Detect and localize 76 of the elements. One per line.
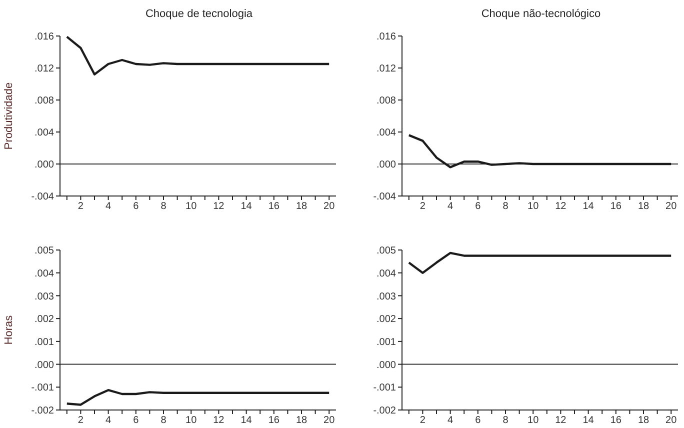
x-tick-label: 18 bbox=[296, 415, 308, 426]
y-tick-label: .000 bbox=[376, 160, 396, 171]
y-tick-label: -.001 bbox=[373, 382, 396, 394]
x-tick-label: 10 bbox=[186, 415, 198, 426]
x-tick-label: 4 bbox=[106, 201, 112, 212]
y-tick-label: .016 bbox=[34, 32, 54, 43]
y-tick-label: -.002 bbox=[373, 406, 396, 417]
x-tick-label: 6 bbox=[133, 201, 140, 212]
y-tick-label: .004 bbox=[34, 268, 54, 280]
y-tick-label: .002 bbox=[34, 314, 54, 326]
chart-title: Choque de tecnologia bbox=[144, 8, 254, 20]
x-tick-label: 12 bbox=[555, 201, 567, 212]
line-series bbox=[408, 134, 672, 168]
x-tick-label: 18 bbox=[638, 415, 650, 426]
y-tick-label: -.004 bbox=[31, 192, 54, 203]
line-series bbox=[408, 252, 672, 274]
y-tick-label: .005 bbox=[34, 246, 54, 257]
x-tick-label: 8 bbox=[502, 201, 509, 212]
x-tick-label: 2 bbox=[78, 201, 84, 212]
x-tick-label: 16 bbox=[268, 415, 280, 426]
x-tick-label: 10 bbox=[186, 201, 198, 212]
y-tick-label: -.002 bbox=[31, 406, 54, 417]
x-tick-label: 4 bbox=[448, 201, 454, 212]
y-tick-label: .016 bbox=[376, 32, 396, 43]
y-tick-label: .000 bbox=[34, 160, 54, 171]
line-series bbox=[66, 36, 330, 76]
x-tick-label: 20 bbox=[324, 415, 336, 426]
y-axis-title: Produtividade bbox=[2, 82, 15, 150]
x-tick-label: 20 bbox=[666, 415, 678, 426]
x-tick-label: 6 bbox=[133, 415, 140, 426]
x-tick-label: 2 bbox=[420, 415, 426, 426]
x-tick-label: 10 bbox=[528, 201, 540, 212]
x-tick-label: 6 bbox=[475, 201, 482, 212]
chart-title: Choque não-tecnológico bbox=[480, 8, 602, 20]
x-tick-label: 16 bbox=[610, 415, 622, 426]
y-tick-label: .001 bbox=[376, 336, 396, 348]
x-tick-label: 6 bbox=[475, 415, 482, 426]
x-tick-label: 16 bbox=[610, 201, 622, 212]
x-tick-label: 20 bbox=[666, 201, 678, 212]
y-tick-label: .003 bbox=[376, 291, 396, 302]
x-tick-label: 18 bbox=[638, 201, 650, 212]
y-axis-title: Horas bbox=[2, 314, 15, 345]
y-tick-label: .000 bbox=[34, 360, 54, 371]
x-tick-label: 12 bbox=[555, 415, 567, 426]
x-tick-label: 8 bbox=[160, 415, 167, 426]
x-tick-label: 14 bbox=[240, 415, 252, 426]
x-tick-label: 14 bbox=[582, 415, 594, 426]
y-tick-label: .000 bbox=[376, 360, 396, 371]
y-tick-label: .012 bbox=[376, 64, 396, 75]
x-tick-label: 16 bbox=[268, 201, 280, 212]
y-tick-label: .002 bbox=[376, 314, 396, 326]
x-tick-label: 8 bbox=[502, 415, 509, 426]
y-tick-label: -.004 bbox=[373, 192, 396, 203]
x-tick-label: 18 bbox=[296, 201, 308, 212]
x-tick-label: 2 bbox=[420, 201, 426, 212]
y-tick-label: .008 bbox=[34, 96, 54, 107]
y-tick-label: .004 bbox=[34, 128, 54, 139]
x-tick-label: 10 bbox=[528, 415, 540, 426]
y-tick-label: .004 bbox=[376, 268, 396, 280]
x-tick-label: 12 bbox=[213, 415, 225, 426]
x-tick-label: 4 bbox=[106, 415, 112, 426]
x-tick-label: 20 bbox=[324, 201, 336, 212]
y-tick-label: .001 bbox=[34, 336, 54, 348]
x-tick-label: 12 bbox=[213, 201, 225, 212]
x-tick-label: 14 bbox=[240, 201, 252, 212]
y-tick-label: .005 bbox=[376, 246, 396, 257]
y-tick-label: -.001 bbox=[31, 382, 54, 394]
x-tick-label: 4 bbox=[448, 415, 454, 426]
x-tick-label: 14 bbox=[582, 201, 594, 212]
x-tick-label: 2 bbox=[78, 415, 84, 426]
y-tick-label: .004 bbox=[376, 128, 396, 139]
y-tick-label: .008 bbox=[376, 96, 396, 107]
y-tick-label: .003 bbox=[34, 291, 54, 302]
x-tick-label: 8 bbox=[160, 201, 167, 212]
y-tick-label: .012 bbox=[34, 64, 54, 75]
line-series bbox=[66, 389, 330, 406]
